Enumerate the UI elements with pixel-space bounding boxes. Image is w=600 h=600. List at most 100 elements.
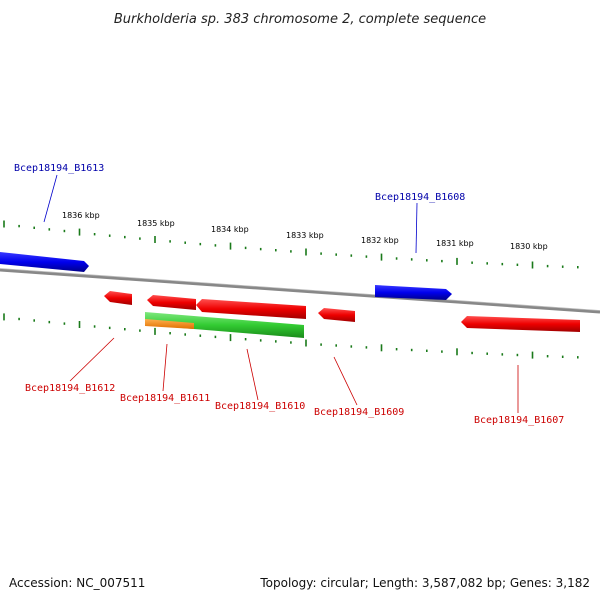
scale-label-1835: 1835 kbp <box>137 219 175 228</box>
upper-minor-tick <box>63 229 66 233</box>
gene-bcep18194-b1608[interactable] <box>375 285 452 300</box>
lower-minor-tick <box>139 329 141 332</box>
upper-minor-tick <box>335 253 337 256</box>
lower-minor-tick <box>169 332 171 335</box>
upper-minor-tick <box>108 234 111 237</box>
upper-major-tick <box>3 220 5 228</box>
upper-major-tick <box>456 257 458 265</box>
upper-minor-tick <box>48 228 51 231</box>
upper-minor-tick <box>486 262 488 265</box>
lower-minor-tick <box>48 320 51 324</box>
label-b1613[interactable]: Bcep18194_B1613 <box>14 163 104 174</box>
topology-summary-text: Topology: circular; Length: 3,587,082 bp… <box>260 576 590 590</box>
gene-bcep18194-b1613[interactable] <box>0 252 89 272</box>
leader-b1609 <box>333 356 358 406</box>
label-b1611[interactable]: Bcep18194_B1611 <box>120 393 210 404</box>
upper-major-tick <box>380 253 383 261</box>
lower-minor-tick <box>350 345 353 348</box>
upper-minor-tick <box>471 261 473 264</box>
label-b1608[interactable]: Bcep18194_B1608 <box>375 192 465 203</box>
accession-text: Accession: NC_007511 <box>9 576 146 590</box>
upper-major-tick <box>78 228 81 236</box>
upper-minor-tick <box>18 224 20 228</box>
upper-minor-tick <box>259 247 262 251</box>
lower-major-tick <box>531 351 534 359</box>
lower-minor-tick <box>577 356 579 359</box>
lower-minor-tick <box>93 325 96 328</box>
lower-minor-tick <box>259 339 262 342</box>
scale-label-1830: 1830 kbp <box>510 242 548 251</box>
gene-bcep18194-b1612[interactable] <box>104 291 132 305</box>
upper-minor-tick <box>93 233 96 236</box>
upper-major-tick <box>305 248 307 256</box>
gene-bcep18194-b1609[interactable] <box>318 308 355 322</box>
lower-major-tick <box>3 313 5 321</box>
upper-minor-tick <box>546 264 549 268</box>
lower-major-tick <box>78 321 81 328</box>
scale-label-1834: 1834 kbp <box>211 225 249 234</box>
upper-minor-tick <box>290 250 292 253</box>
upper-minor-tick <box>350 254 353 257</box>
upper-minor-tick <box>169 240 171 243</box>
leader-b1611 <box>162 343 168 392</box>
lower-minor-tick <box>214 335 217 339</box>
lower-minor-tick <box>199 334 202 337</box>
upper-minor-tick <box>184 241 186 244</box>
upper-minor-tick <box>577 266 579 269</box>
upper-major-tick <box>154 236 156 243</box>
lower-major-tick <box>456 348 458 356</box>
scale-label-1836: 1836 kbp <box>62 211 100 220</box>
chromosome-backbone <box>0 268 600 314</box>
map-title: Burkholderia sp. 383 chromosome 2, compl… <box>114 12 486 27</box>
scale-label-1831: 1831 kbp <box>436 239 474 248</box>
lower-minor-tick <box>290 341 292 344</box>
gene-bcep18194-b1611[interactable] <box>147 295 196 310</box>
lower-minor-tick <box>486 352 488 355</box>
lower-major-tick <box>380 344 383 352</box>
label-b1610[interactable]: Bcep18194_B1610 <box>215 401 305 412</box>
lower-minor-tick <box>18 317 20 321</box>
upper-minor-tick <box>516 263 519 266</box>
leader-b1608 <box>415 202 418 254</box>
feature-orange[interactable] <box>145 319 194 329</box>
lower-minor-tick <box>335 344 337 347</box>
lower-minor-tick <box>546 355 549 358</box>
lower-minor-tick <box>124 328 126 331</box>
scale-label-1833: 1833 kbp <box>286 231 324 240</box>
lower-tick-track <box>3 313 579 359</box>
lower-minor-tick <box>501 353 504 356</box>
lower-minor-tick <box>365 346 368 349</box>
label-b1609[interactable]: Bcep18194_B1609 <box>314 407 404 418</box>
upper-major-tick <box>531 261 534 269</box>
label-b1607[interactable]: Bcep18194_B1607 <box>474 415 564 426</box>
lower-minor-tick <box>33 319 35 322</box>
upper-major-tick <box>229 242 232 250</box>
label-b1612[interactable]: Bcep18194_B1612 <box>25 383 115 394</box>
lower-minor-tick <box>244 338 247 341</box>
lower-minor-tick <box>108 326 111 330</box>
lower-major-tick <box>305 339 307 347</box>
lower-major-tick <box>154 327 156 335</box>
upper-minor-tick <box>244 246 247 250</box>
upper-minor-tick <box>320 252 322 255</box>
gene-bcep18194-b1610[interactable] <box>196 299 306 319</box>
lower-minor-tick <box>561 355 564 358</box>
upper-minor-tick <box>441 259 443 263</box>
feature-green[interactable] <box>145 312 304 338</box>
leader-b1610 <box>246 348 259 401</box>
lower-minor-tick <box>410 348 413 352</box>
upper-minor-tick <box>139 237 141 240</box>
lower-major-tick <box>229 334 232 342</box>
upper-minor-tick <box>365 255 368 258</box>
leader-b1613 <box>43 174 58 223</box>
lower-minor-tick <box>516 353 519 357</box>
upper-minor-tick <box>214 244 217 247</box>
lower-minor-tick <box>63 322 66 325</box>
upper-minor-tick <box>501 262 504 266</box>
lower-minor-tick <box>395 348 398 351</box>
gene-bcep18194-b1607[interactable] <box>461 316 580 332</box>
upper-minor-tick <box>426 259 428 262</box>
leader-b1612 <box>69 337 115 382</box>
upper-minor-tick <box>199 242 202 246</box>
